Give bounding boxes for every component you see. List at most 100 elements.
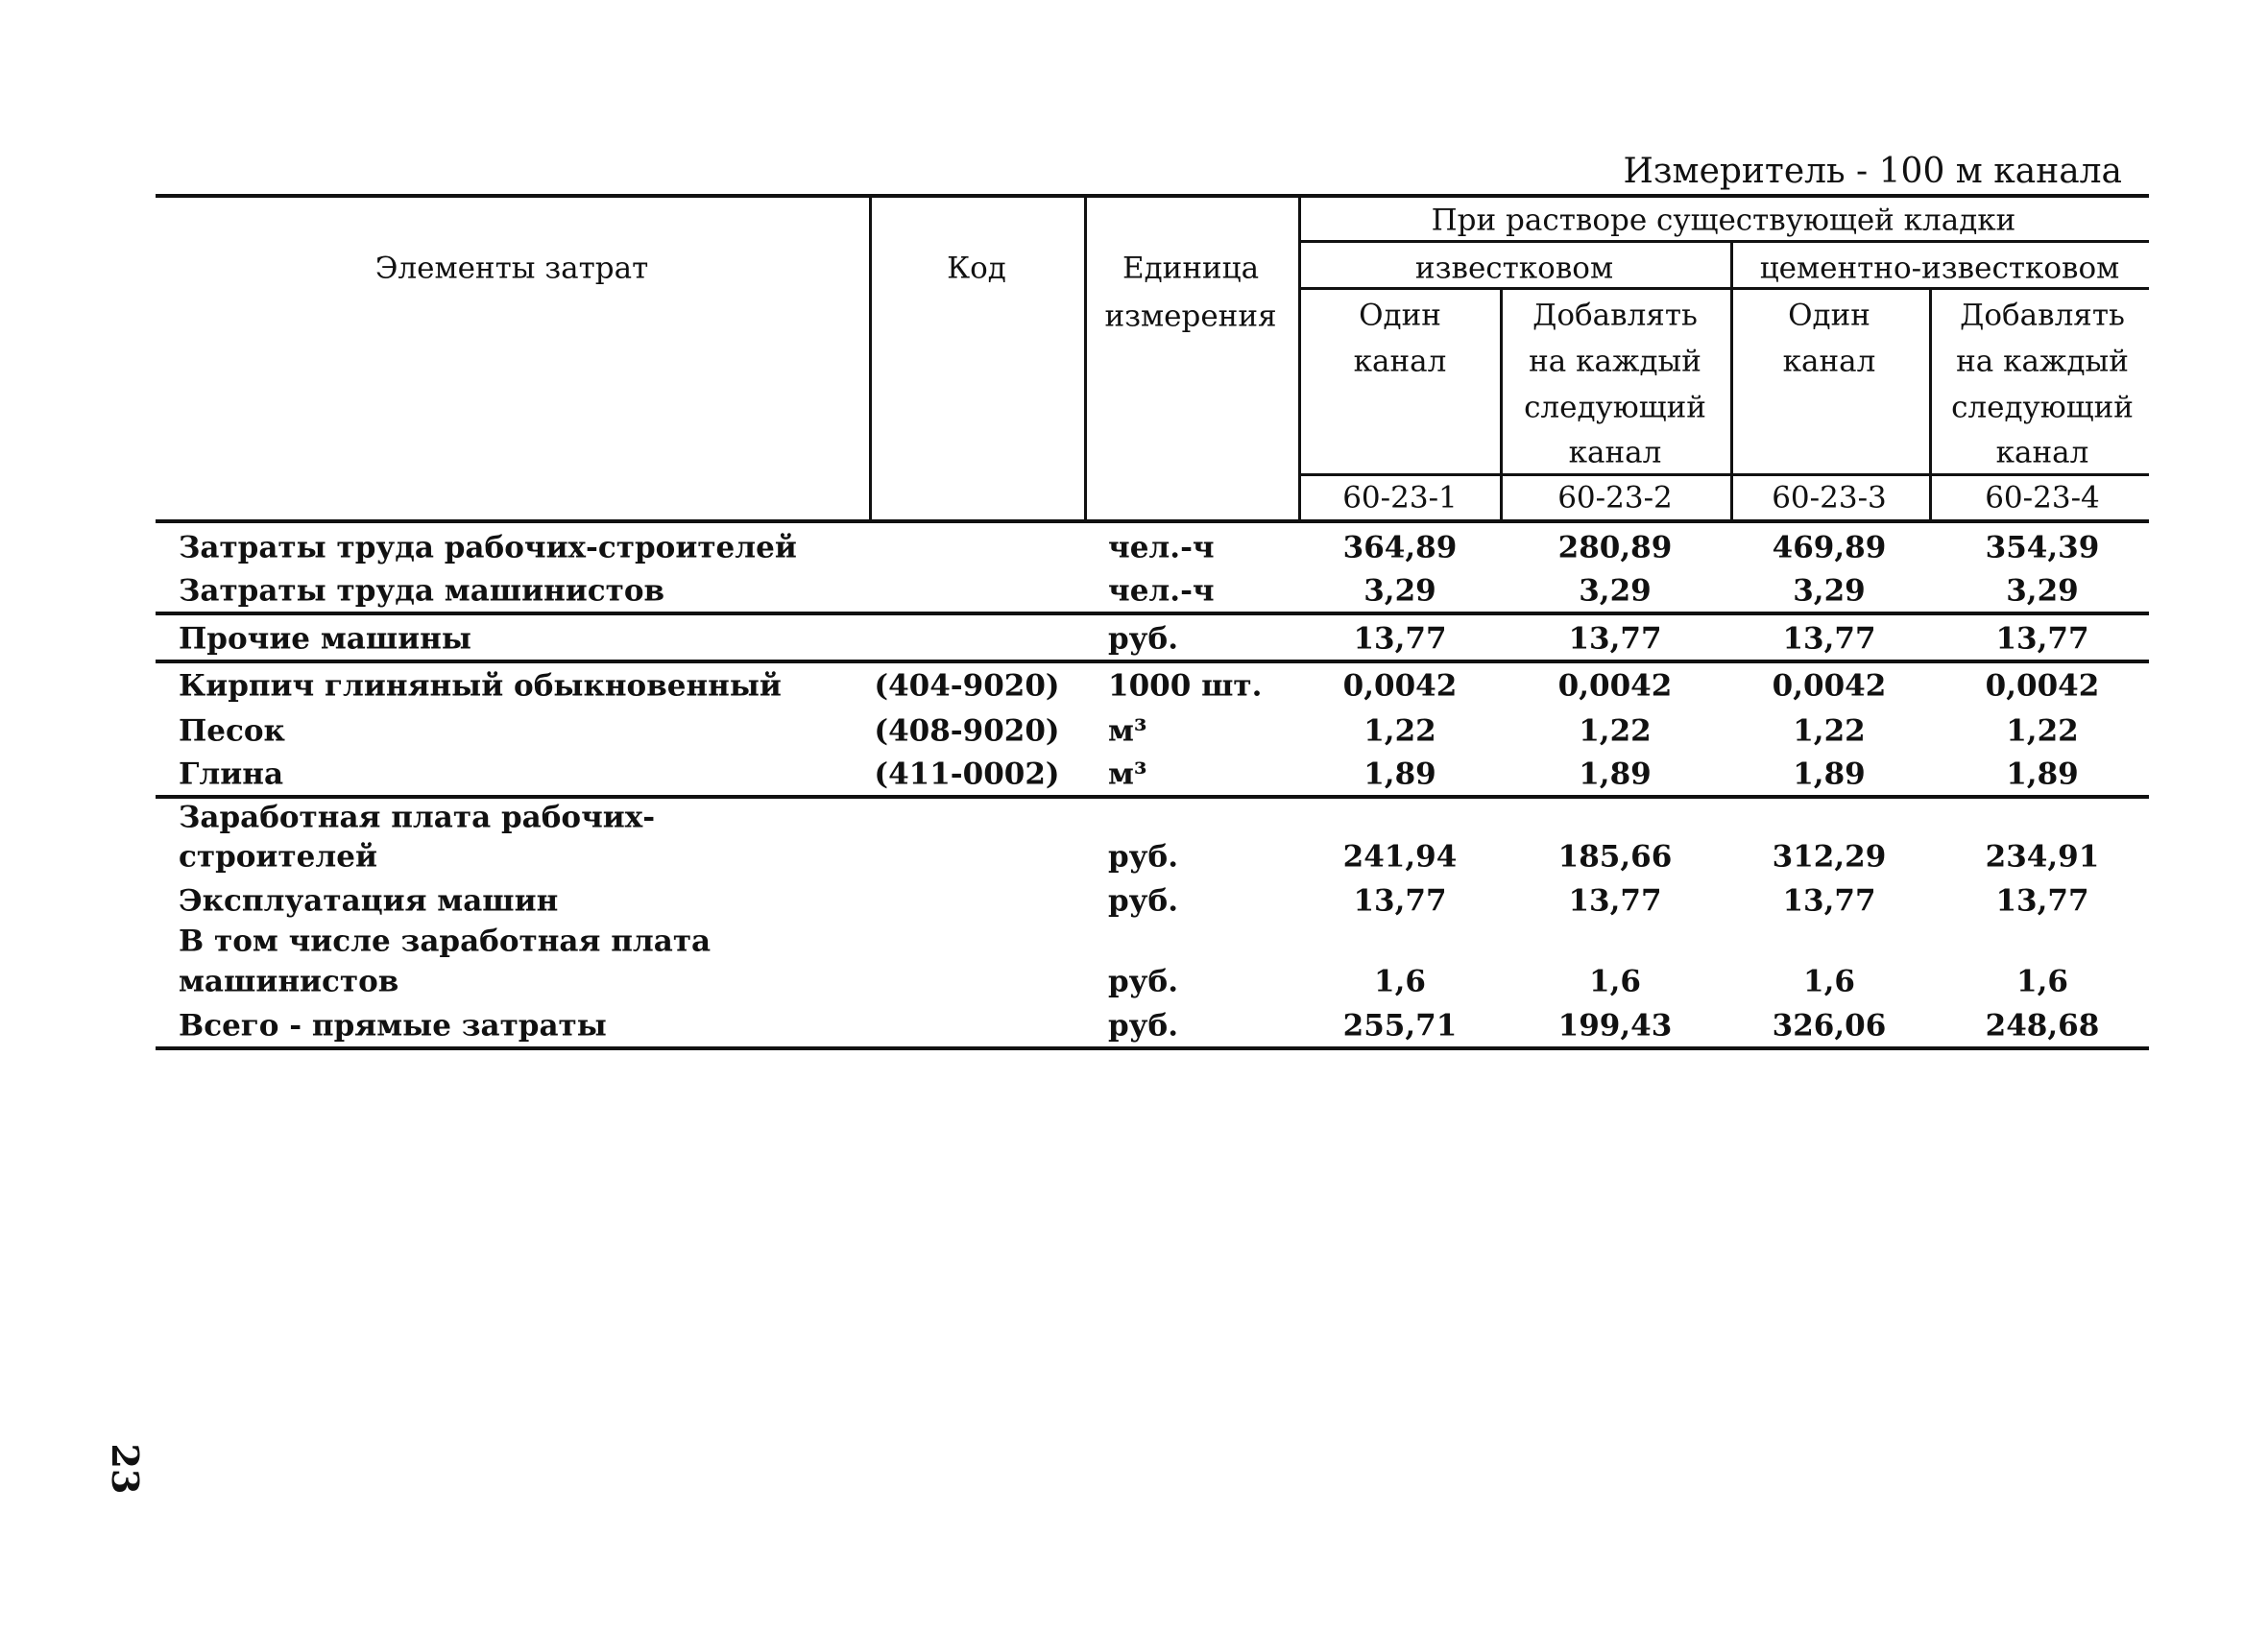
- row-value: 1,89: [2006, 756, 2079, 792]
- header-col-label: следующий: [1524, 390, 1706, 425]
- col-divider: [1084, 196, 1087, 520]
- header-col-label: Добавлять: [1960, 298, 2125, 333]
- row-value: 1,89: [1363, 756, 1436, 792]
- row-unit: м³: [1108, 756, 1147, 792]
- row-value: 3,29: [2006, 573, 2079, 609]
- row-unit: руб.: [1108, 964, 1178, 999]
- row-label: Кирпич глиняный обыкновенный: [179, 668, 782, 704]
- rule-top: [156, 194, 2149, 198]
- header-elements: Элементы затрат: [374, 251, 649, 286]
- row-value: 1,89: [1579, 756, 1652, 792]
- header-col-code: 60-23-2: [1557, 480, 1673, 516]
- row-label: Заработная плата рабочих-: [179, 800, 656, 835]
- row-unit: руб.: [1108, 621, 1178, 657]
- row-label: машинистов: [179, 964, 399, 999]
- row-value: 185,66: [1557, 839, 1673, 875]
- header-col-label: канал: [1995, 435, 2089, 470]
- row-unit: 1000 шт.: [1108, 668, 1263, 704]
- row-value: 1,89: [1793, 756, 1866, 792]
- rule-section-3: [156, 795, 2149, 799]
- row-value: 13,77: [1995, 883, 2089, 919]
- row-value: 0,0042: [1772, 668, 1887, 704]
- rule-bottom: [156, 1046, 2149, 1050]
- col-divider: [1298, 196, 1301, 520]
- row-unit: руб.: [1108, 1008, 1178, 1044]
- col-divider: [869, 196, 872, 520]
- row-value: 13,77: [1353, 621, 1447, 657]
- measure-unit: Измеритель - 100 м канала: [1623, 152, 2122, 191]
- row-value: 312,29: [1772, 839, 1887, 875]
- row-label: Эксплуатация машин: [179, 883, 559, 919]
- row-value: 3,29: [1363, 573, 1436, 609]
- row-label: В том числе заработная плата: [179, 924, 712, 959]
- row-label: строителей: [179, 839, 377, 875]
- row-label: Всего - прямые затраты: [179, 1008, 607, 1044]
- header-col-label: следующий: [1951, 390, 2134, 425]
- row-value: 13,77: [1353, 883, 1447, 919]
- rule-codes: [1298, 473, 2149, 476]
- rule-section-2: [156, 660, 2149, 663]
- rule-section-1: [156, 612, 2149, 615]
- header-col-label: канал: [1353, 344, 1447, 379]
- row-code: (404-9020): [874, 668, 1060, 704]
- header-col-code: 60-23-3: [1772, 480, 1887, 516]
- row-value: 1,6: [2016, 964, 2068, 999]
- row-label: Затраты труда рабочих-строителей: [179, 530, 797, 565]
- row-label: Глина: [179, 756, 284, 792]
- row-value: 364,89: [1342, 530, 1458, 565]
- row-value: 1,22: [2006, 713, 2079, 749]
- row-label: Затраты труда машинистов: [179, 573, 665, 609]
- row-value: 1,22: [1363, 713, 1436, 749]
- row-value: 280,89: [1557, 530, 1673, 565]
- row-value: 1,22: [1793, 713, 1866, 749]
- header-col-label: на каждый: [1529, 344, 1701, 379]
- col-divider: [1929, 288, 1932, 520]
- header-sub-cement-lime: цементно-известковом: [1759, 251, 2120, 286]
- row-value: 0,0042: [1557, 668, 1673, 704]
- col-divider: [1730, 241, 1733, 520]
- row-value: 13,77: [1995, 621, 2089, 657]
- row-value: 13,77: [1568, 621, 1662, 657]
- header-unit-1: Единица: [1122, 251, 1260, 286]
- header-col-label: канал: [1782, 344, 1876, 379]
- rule-sub: [1298, 287, 2149, 290]
- header-unit-2: измерения: [1104, 299, 1277, 334]
- row-value: 1,6: [1803, 964, 1855, 999]
- header-col-label: канал: [1568, 435, 1662, 470]
- row-value: 354,39: [1985, 530, 2100, 565]
- header-col-label: Добавлять: [1532, 298, 1698, 333]
- row-value: 3,29: [1793, 573, 1866, 609]
- row-value: 13,77: [1782, 621, 1876, 657]
- page-number: 23: [104, 1443, 147, 1495]
- row-label: Прочие машины: [179, 621, 471, 657]
- header-sub-lime: известковом: [1414, 251, 1614, 286]
- row-value: 3,29: [1579, 573, 1652, 609]
- row-value: 13,77: [1568, 883, 1662, 919]
- row-code: (408-9020): [874, 713, 1060, 749]
- row-unit: руб.: [1108, 883, 1178, 919]
- row-value: 255,71: [1342, 1008, 1458, 1044]
- row-value: 0,0042: [1342, 668, 1458, 704]
- header-code: Код: [947, 251, 1006, 286]
- header-col-label: Один: [1359, 298, 1441, 333]
- row-label: Песок: [179, 713, 285, 749]
- header-col-label: на каждый: [1956, 344, 2129, 379]
- row-unit: руб.: [1108, 839, 1178, 875]
- row-code: (411-0002): [874, 756, 1060, 792]
- row-value: 241,94: [1342, 839, 1458, 875]
- header-col-code: 60-23-4: [1985, 480, 2100, 516]
- row-value: 1,6: [1589, 964, 1641, 999]
- row-value: 326,06: [1772, 1008, 1887, 1044]
- header-group: При растворе существующей кладки: [1431, 203, 2016, 238]
- col-divider: [1500, 288, 1503, 520]
- row-value: 1,6: [1374, 964, 1426, 999]
- header-col-label: Один: [1788, 298, 1870, 333]
- row-value: 199,43: [1557, 1008, 1673, 1044]
- row-value: 13,77: [1782, 883, 1876, 919]
- row-value: 234,91: [1985, 839, 2100, 875]
- row-unit: чел.-ч: [1108, 530, 1215, 565]
- row-value: 248,68: [1985, 1008, 2100, 1044]
- row-unit: м³: [1108, 713, 1147, 749]
- row-value: 469,89: [1772, 530, 1887, 565]
- header-col-code: 60-23-1: [1342, 480, 1458, 516]
